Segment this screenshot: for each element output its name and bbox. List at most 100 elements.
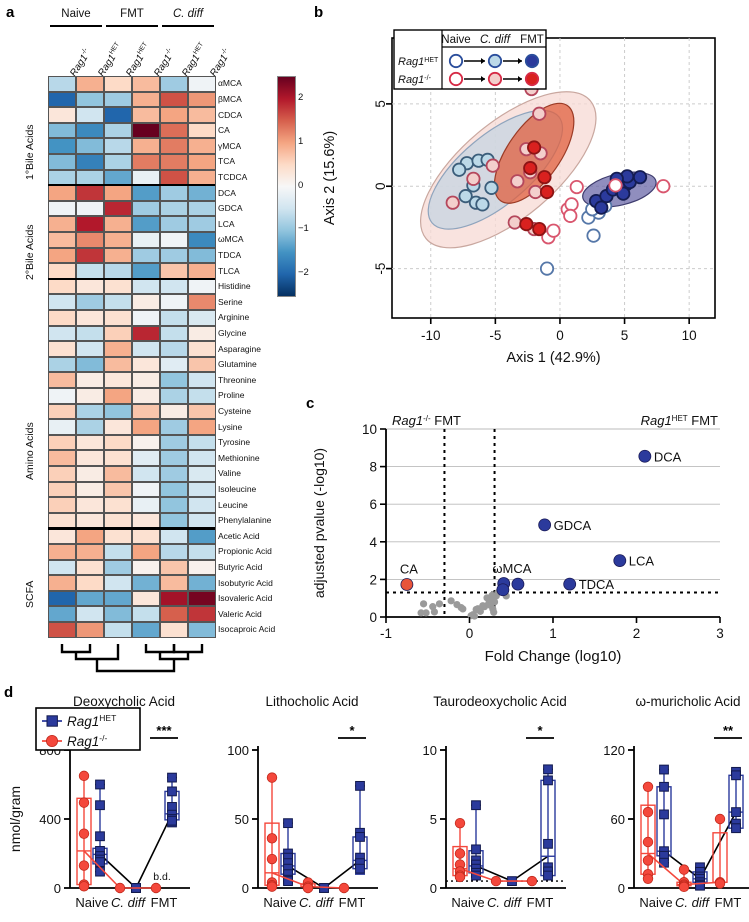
heatmap-cell xyxy=(160,76,188,92)
boxplot-data-point xyxy=(714,813,726,825)
heatmap-cell xyxy=(188,185,216,201)
heatmap-cell xyxy=(160,325,188,342)
pcoa-point xyxy=(528,184,543,200)
pcoa-xtick-label: -5 xyxy=(489,328,501,343)
pcoa-legend-marker xyxy=(487,71,503,87)
heatmap-cell xyxy=(76,278,104,295)
heatmap-column-label: Rag1HET xyxy=(180,41,205,79)
boxplot-ytick-label: 50 xyxy=(235,812,249,827)
boxplot-category-label: C. diff xyxy=(299,895,334,910)
panel-c-volcano: c DCA GDCA LCA TDCA ωMCA CA -1 0 1 2 3 0 2 4 6 8 10 Fold … xyxy=(300,395,749,680)
heatmap-cell xyxy=(160,388,188,404)
heatmap-cell xyxy=(48,434,76,451)
heatmap-row-label: Butyric Acid xyxy=(218,562,263,572)
heatmap-cell xyxy=(160,434,188,451)
boxplot-data-point xyxy=(543,870,553,881)
boxplot-data-point xyxy=(678,864,690,875)
boxplot-title: Lithocholic Acid xyxy=(265,694,358,709)
volcano-left-annotation: Rag1-/- FMT xyxy=(392,413,461,428)
boxplot-ytick-label: 120 xyxy=(603,743,625,758)
heatmap-cell xyxy=(132,325,160,342)
heatmap-row-label: Serine xyxy=(218,296,243,307)
heatmap-group-fmt: FMT xyxy=(120,8,144,20)
boxplot-data-point xyxy=(695,880,705,891)
pcoa-point xyxy=(445,195,460,210)
heatmap-cell xyxy=(48,185,76,201)
boxplot-data-point xyxy=(526,875,538,887)
volcano-point-ns xyxy=(419,600,428,608)
heatmap-cell xyxy=(160,154,188,170)
heatmap-row-label: Glutamine xyxy=(218,359,257,370)
heatmap-cell xyxy=(76,575,104,591)
pcoa-point xyxy=(507,215,522,230)
heatmap-row-label: Valine xyxy=(218,468,241,479)
volcano-point-significant xyxy=(638,449,652,463)
heatmap-cell xyxy=(160,107,188,123)
volcano-point-ns xyxy=(430,608,439,616)
boxplot-data-point xyxy=(454,817,466,829)
heatmap-cell xyxy=(160,419,188,435)
heatmap-row-label: Tyrosine xyxy=(218,437,251,448)
heatmap-row-label: Isobutyric Acid xyxy=(218,577,273,588)
colorbar-tick: 2 xyxy=(298,91,304,103)
volcano-point-label: LCA xyxy=(629,554,655,569)
heatmap-cell xyxy=(132,185,160,201)
boxplot-ytick-label: 0 xyxy=(618,881,625,896)
pcoa-point xyxy=(510,174,525,189)
heatmap-cell xyxy=(188,310,216,326)
heatmap-row-label: Glycine xyxy=(218,328,247,338)
boxplot-data-point xyxy=(167,786,177,797)
volcano-ytick-label: 4 xyxy=(369,535,377,550)
significance-label: * xyxy=(349,723,355,738)
pcoa-legend-arrowhead xyxy=(518,58,522,64)
boxplot-data-point xyxy=(338,882,350,894)
heatmap-cell xyxy=(188,325,216,342)
heatmap-cell xyxy=(48,122,76,139)
heatmap-cell xyxy=(104,122,132,139)
heatmap-cell xyxy=(48,154,76,170)
heatmap-cell xyxy=(188,247,216,264)
heatmap-cell xyxy=(104,185,132,201)
heatmap-cell xyxy=(104,138,132,154)
heatmap-cell xyxy=(132,372,160,388)
boxplot-data-point xyxy=(659,781,669,792)
pcoa-point xyxy=(632,170,648,185)
boxplot-title: Deoxycholic Acid xyxy=(73,694,175,709)
heatmap-cell xyxy=(48,263,76,279)
heatmap-cell xyxy=(160,341,188,357)
heatmap-cell xyxy=(48,450,76,466)
heatmap-row-label: Valeric Acid xyxy=(218,608,262,619)
boxplot-data-point xyxy=(78,797,90,808)
colorbar-tick: 1 xyxy=(298,135,304,147)
heatmap-cell xyxy=(160,263,188,279)
below-detection-label: b.d. xyxy=(153,871,171,883)
boxplot-category-label: Naive xyxy=(263,895,296,910)
heatmap-cell xyxy=(188,434,216,451)
boxplot-data-point xyxy=(355,863,365,874)
heatmap-cell xyxy=(188,356,216,373)
boxplot-data-point xyxy=(731,823,741,834)
boxplot-data-point xyxy=(266,853,278,865)
pcoa-xtick-label: -10 xyxy=(421,328,441,343)
heatmap-cell xyxy=(160,185,188,201)
heatmap-cell xyxy=(76,154,104,170)
volcano-ytick-label: 8 xyxy=(369,460,377,475)
heatmap-section-label-primary-bile-acids: 1°Bile Acids xyxy=(24,124,36,180)
boxplot-data-point xyxy=(78,770,90,782)
heatmap-cell xyxy=(48,232,76,248)
heatmap-cell xyxy=(132,575,160,591)
boxplot-data-point xyxy=(659,857,669,868)
heatmap-colorbar xyxy=(277,76,296,297)
heatmap-cell xyxy=(188,481,216,498)
pcoa-legend-marker xyxy=(448,71,464,87)
heatmap-cell xyxy=(48,294,76,310)
heatmap-cell xyxy=(160,232,188,248)
heatmap-cell xyxy=(160,310,188,326)
heatmap-cell xyxy=(76,169,104,186)
heatmap-cell xyxy=(132,122,160,139)
heatmap-cell xyxy=(188,341,216,357)
heatmap-cell xyxy=(104,278,132,295)
pcoa-point xyxy=(532,221,547,237)
heatmap-cell xyxy=(76,466,104,482)
volcano-point-ns xyxy=(459,605,467,613)
